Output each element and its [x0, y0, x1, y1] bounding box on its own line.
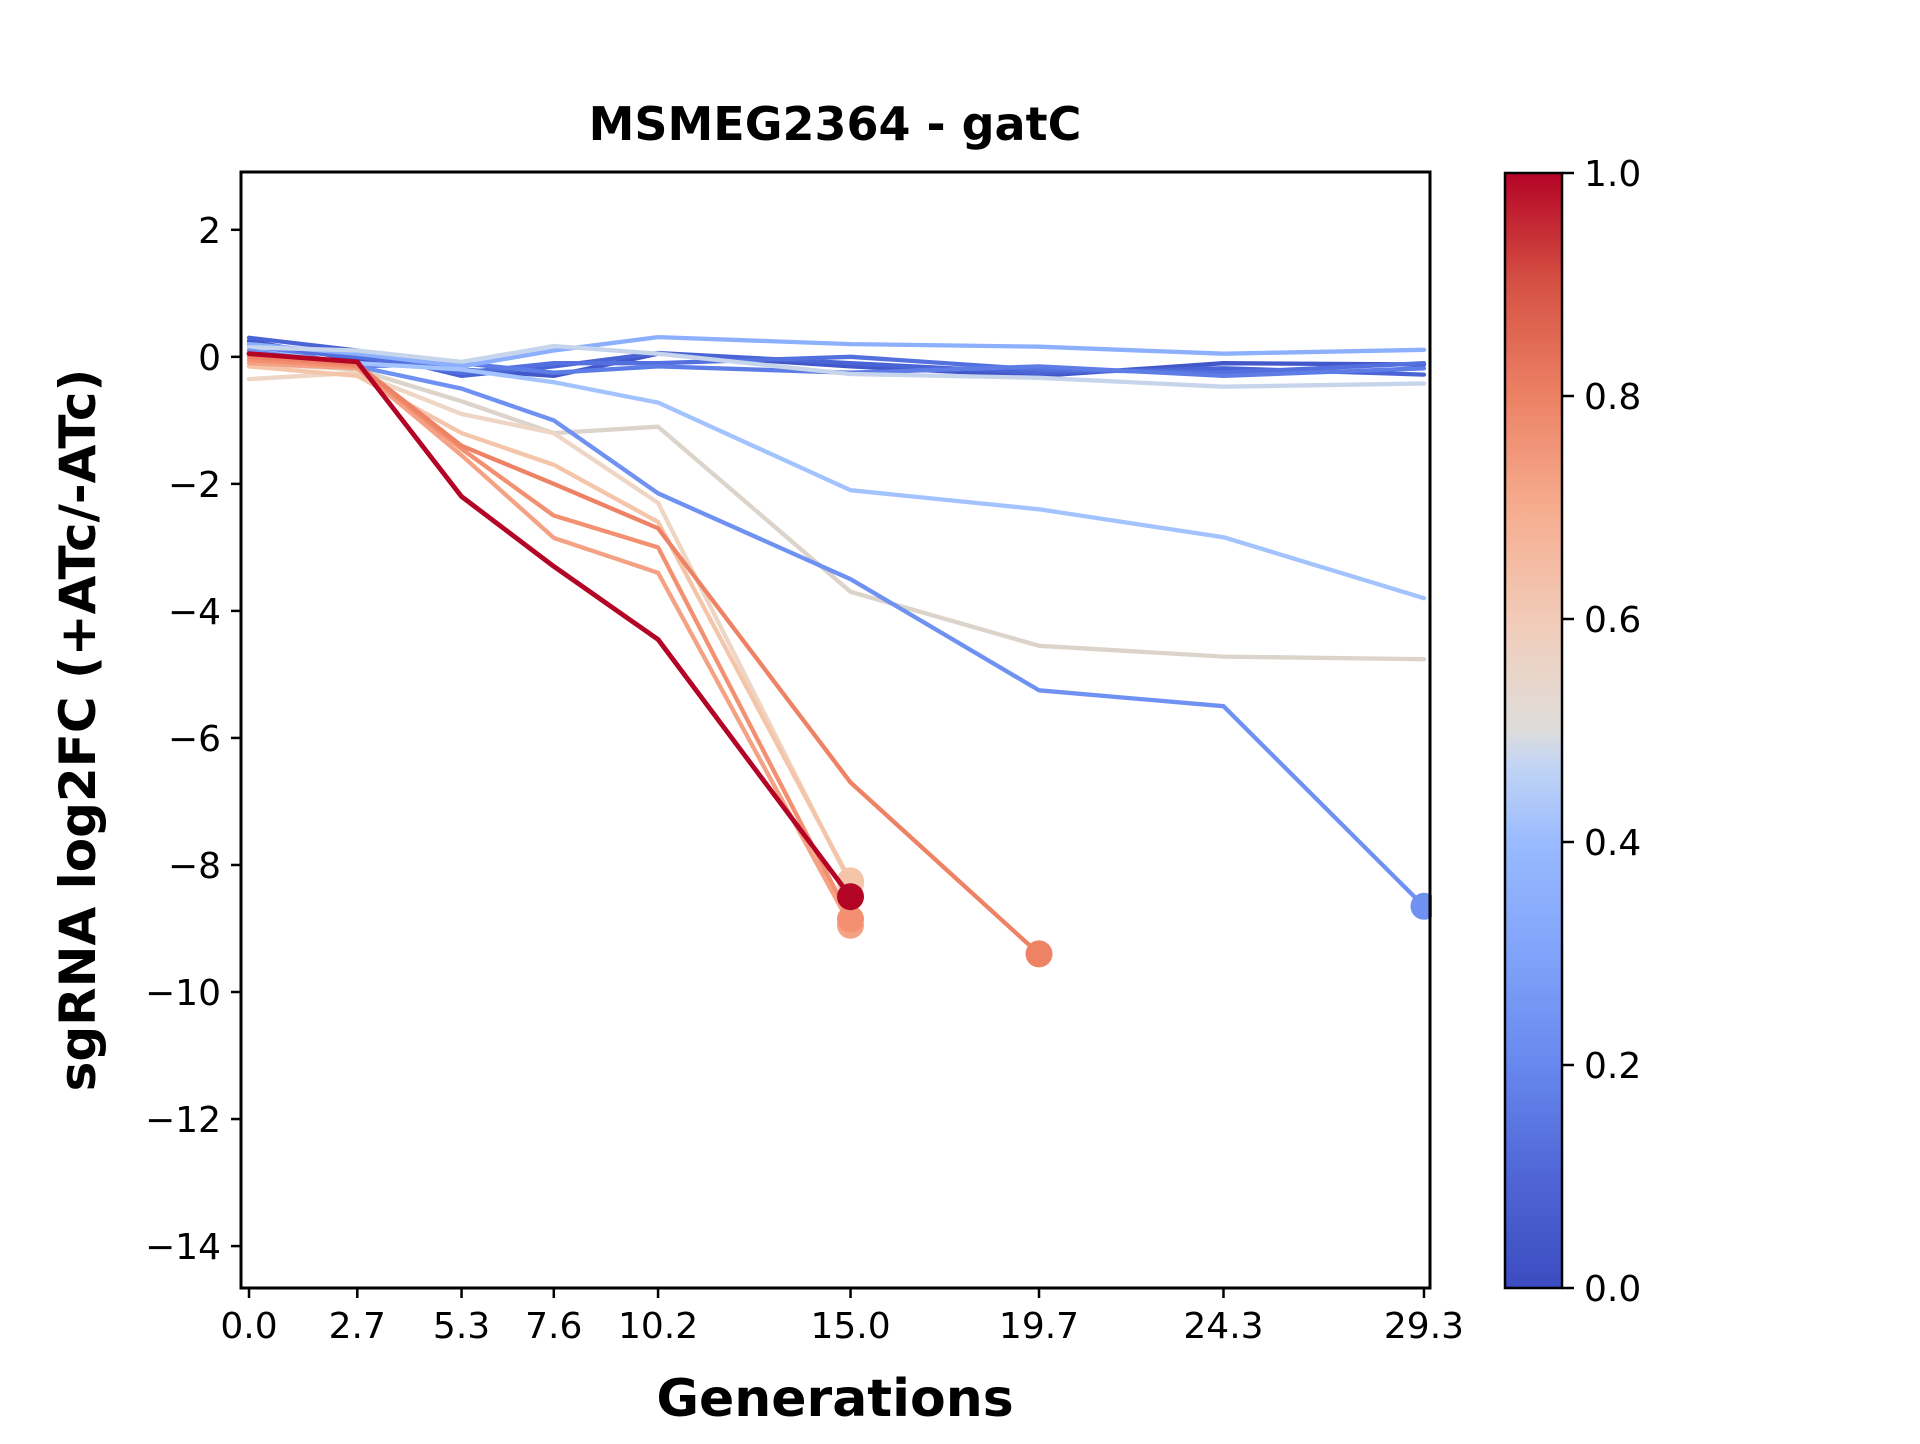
x-tick-label: 29.3	[1384, 1306, 1464, 1347]
colorbar-tick-label: 1.0	[1584, 154, 1641, 195]
x-axis-ticks: 0.0 2.7 5.3 7.6 10.2 15.0 19.7 24.3 29.3	[220, 1288, 1464, 1347]
y-axis-ticks: 2 0 −2 −4 −6 −8 −10 −12 −14	[145, 211, 241, 1268]
colorbar-tick-label: 0.6	[1584, 600, 1641, 641]
x-tick-label: 24.3	[1183, 1306, 1263, 1347]
series-end-marker-14	[837, 883, 864, 911]
series-line-6	[246, 343, 1427, 389]
series-end-marker-12	[837, 905, 864, 933]
plot-border	[239, 170, 1432, 1290]
y-tick-label: −2	[168, 465, 221, 506]
series-end-marker-8	[1410, 892, 1432, 920]
colorbar-gradient	[1505, 173, 1562, 1288]
series-line-7	[246, 361, 1427, 662]
colorbar-tick-label: 0.2	[1584, 1046, 1641, 1087]
y-axis-label: sgRNA log2FC (+ATc/-ATc)	[49, 369, 107, 1092]
x-tick-label: 7.6	[525, 1306, 582, 1347]
series-line-4	[246, 334, 1427, 369]
chart-title: MSMEG2364 - gatC	[589, 97, 1082, 151]
x-tick-label: 2.7	[329, 1306, 386, 1347]
colorbar-tick-label: 0.4	[1584, 823, 1641, 864]
y-tick-label: 2	[198, 211, 221, 252]
series-group	[246, 334, 1432, 968]
x-tick-label: 19.7	[999, 1306, 1079, 1347]
y-tick-label: −8	[168, 846, 221, 887]
x-tick-label: 10.2	[618, 1306, 698, 1347]
series-line-5	[246, 348, 1427, 601]
y-tick-label: −12	[145, 1100, 221, 1141]
series-end-marker-13	[1025, 940, 1053, 968]
plot-area	[241, 172, 1430, 1288]
x-tick-label: 5.3	[433, 1306, 490, 1347]
x-axis-label: Generations	[656, 1369, 1013, 1429]
colorbar-tick-label: 0.8	[1584, 377, 1641, 418]
colorbar-border	[1503, 171, 1564, 1290]
series-line-10	[246, 364, 853, 884]
x-tick-label: 15.0	[810, 1306, 890, 1347]
y-tick-label: −6	[168, 719, 221, 760]
colorbar-tick-label: 0.0	[1584, 1269, 1641, 1310]
colorbar: 1.0 0.8 0.6 0.4 0.2 0.0	[1503, 154, 1641, 1310]
y-tick-label: −4	[168, 592, 221, 633]
axes-spines	[239, 170, 1432, 1290]
y-tick-label: −14	[145, 1227, 221, 1268]
x-tick-label: 0.0	[220, 1306, 277, 1347]
y-tick-label: 0	[198, 338, 221, 379]
y-tick-label: −10	[145, 973, 221, 1014]
series-line-8	[246, 348, 1427, 909]
series-line-14	[246, 351, 853, 900]
